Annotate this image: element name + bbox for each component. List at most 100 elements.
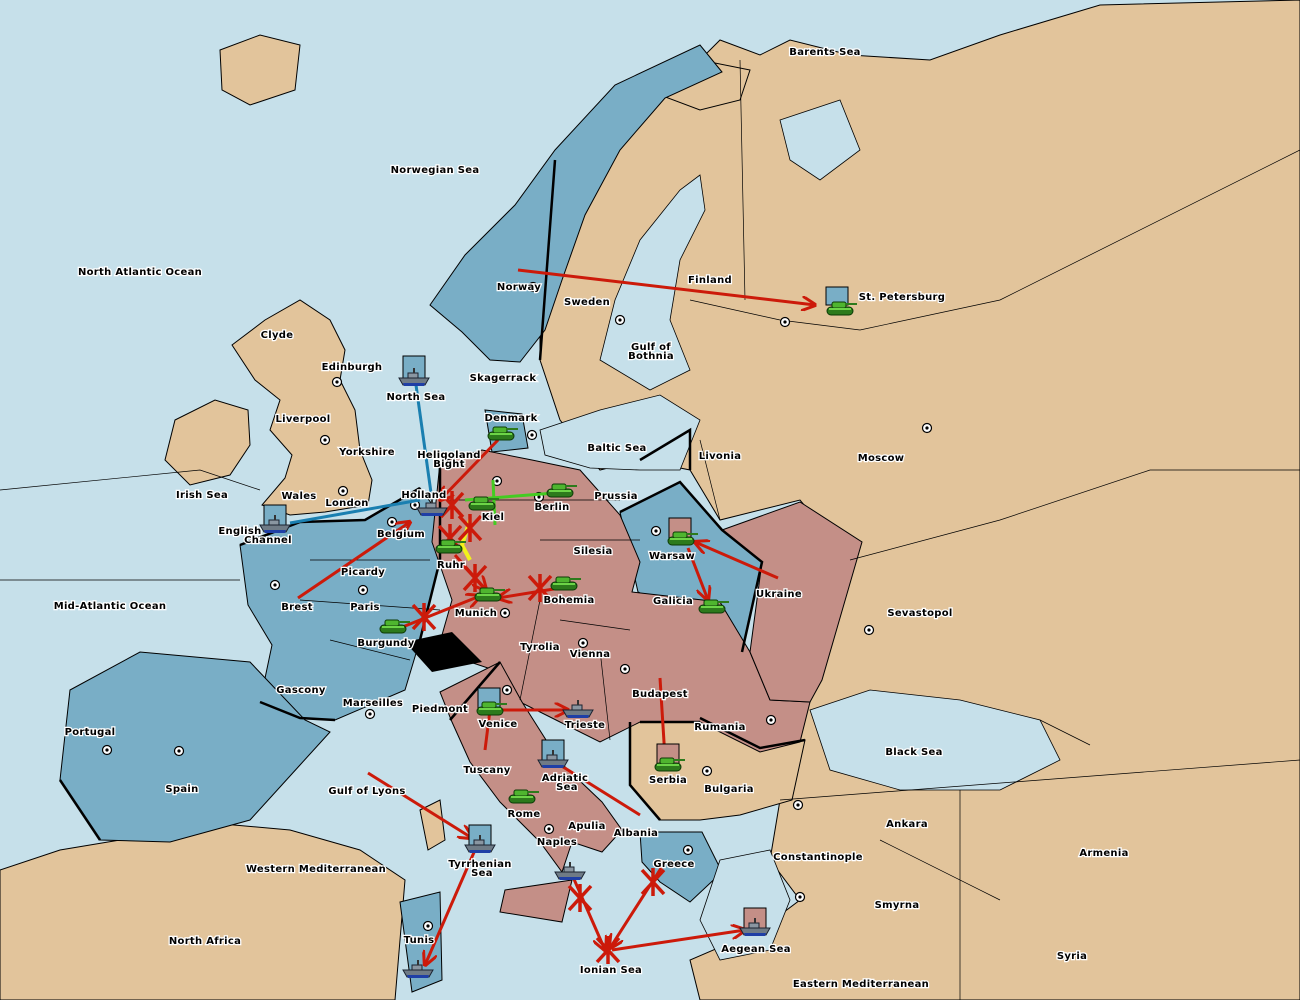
territory-label[interactable]: Portugal: [63, 726, 116, 740]
supply-center-dot-icon: [337, 485, 349, 497]
territory-label[interactable]: Sevastopol: [886, 607, 954, 621]
supply-center-dot-icon: [577, 637, 589, 649]
territory-label[interactable]: Irish Sea: [175, 489, 229, 503]
territory-label[interactable]: Greece: [652, 858, 695, 872]
territory-label[interactable]: Tyrolia: [519, 641, 561, 655]
territory-label[interactable]: Norway: [496, 281, 543, 295]
territory-label[interactable]: Apulia: [567, 820, 607, 834]
territory-label[interactable]: Western Mediterranean: [245, 863, 387, 877]
territory-label[interactable]: Liverpool: [274, 413, 331, 427]
territory-label[interactable]: Sea: [470, 867, 494, 881]
sicily: [499, 879, 573, 923]
territory-label[interactable]: Tunis: [402, 934, 435, 948]
territory-label[interactable]: Finland: [687, 274, 733, 288]
territory-label[interactable]: Trieste: [564, 719, 607, 733]
territory-label[interactable]: Smyrna: [873, 899, 920, 913]
territory-label[interactable]: Yorkshire: [337, 446, 396, 460]
territory-label[interactable]: Rome: [506, 808, 541, 822]
territory-label[interactable]: Mid-Atlantic Ocean: [52, 600, 167, 614]
territory-label[interactable]: Denmark: [483, 412, 538, 426]
territory-label[interactable]: Moscow: [856, 452, 905, 466]
territory-label[interactable]: Skagerrack: [468, 372, 537, 386]
territory-label[interactable]: Munich: [454, 607, 499, 621]
territory-label[interactable]: Barents Sea: [788, 46, 862, 60]
territory-label[interactable]: Naples: [536, 836, 578, 850]
territory-label[interactable]: Syria: [1056, 950, 1089, 964]
territory-label[interactable]: Vienna: [568, 648, 611, 662]
territory-label[interactable]: Adriatic: [540, 772, 589, 786]
supply-center-dot-icon: [779, 316, 791, 328]
territory-label[interactable]: Bight: [432, 458, 466, 472]
supply-center-dot-icon: [386, 516, 398, 528]
territory-label[interactable]: Heligoland: [416, 449, 482, 463]
territory-label[interactable]: Gulf of: [630, 341, 672, 355]
black-sea: [809, 689, 1061, 791]
territory-label[interactable]: Ionian Sea: [579, 964, 643, 978]
supply-center-dot-icon: [331, 376, 343, 388]
territory-label[interactable]: Paris: [349, 601, 381, 615]
territory-label[interactable]: North Atlantic Ocean: [77, 266, 203, 280]
territory-label[interactable]: Bohemia: [542, 594, 595, 608]
territory-label[interactable]: Piedmont: [411, 703, 469, 717]
territory-label[interactable]: Berlin: [533, 501, 570, 515]
territory-label[interactable]: Warsaw: [648, 550, 696, 564]
territory-label[interactable]: Serbia: [648, 774, 688, 788]
support-line: [559, 763, 641, 817]
territory-label[interactable]: English: [217, 525, 262, 539]
territory-label[interactable]: Armenia: [1078, 847, 1129, 861]
territory-label[interactable]: Aegean Sea: [720, 943, 792, 957]
territory-label[interactable]: Sea: [555, 781, 579, 795]
territory-label[interactable]: Gascony: [275, 684, 327, 698]
territory-label[interactable]: Tuscany: [462, 764, 512, 778]
territory-label[interactable]: Ankara: [885, 818, 929, 832]
territory-label[interactable]: North Africa: [168, 935, 242, 949]
territory-label[interactable]: Eastern Mediterranean: [792, 978, 930, 992]
territory-label[interactable]: Kiel: [480, 511, 505, 525]
move-arrow: [517, 268, 815, 305]
territory-label[interactable]: Norwegian Sea: [389, 164, 480, 178]
territory-label[interactable]: Galicia: [652, 595, 694, 609]
move-arrow: [686, 547, 708, 600]
territory-label[interactable]: Rumania: [693, 721, 747, 735]
territory-label[interactable]: Ruhr: [436, 559, 466, 573]
territory-label[interactable]: Picardy: [340, 566, 387, 580]
territory-label[interactable]: Silesia: [572, 545, 613, 559]
territory-label[interactable]: Prussia: [593, 490, 639, 504]
territory-label[interactable]: Brest: [280, 601, 314, 615]
gulf-of-bothnia: [599, 174, 706, 391]
territory-label[interactable]: Wales: [280, 490, 317, 504]
supply-center-dot-icon: [794, 891, 806, 903]
territory-label[interactable]: Constantinople: [772, 851, 864, 865]
territory-label[interactable]: St. Petersburg: [858, 291, 947, 305]
territory-label[interactable]: Livonia: [697, 450, 742, 464]
supply-center-dot-icon: [364, 708, 376, 720]
territory-label[interactable]: Channel: [243, 534, 293, 548]
territory-label[interactable]: Marseilles: [342, 697, 405, 711]
territory-label[interactable]: Albania: [613, 827, 660, 841]
territory-label[interactable]: Bothnia: [627, 350, 675, 364]
territory-label[interactable]: North Sea: [385, 391, 446, 405]
territory-label[interactable]: Baltic Sea: [586, 442, 647, 456]
supply-center-dot-icon: [701, 765, 713, 777]
territory-label[interactable]: Spain: [164, 783, 199, 797]
territory-label[interactable]: Black Sea: [884, 746, 943, 760]
territory-label[interactable]: Holland: [400, 489, 447, 503]
territory-label[interactable]: Budapest: [631, 688, 689, 702]
territory-label[interactable]: Venice: [477, 718, 518, 732]
territory-label[interactable]: Ukraine: [755, 588, 803, 602]
territory-label[interactable]: Tyrrhenian: [447, 858, 513, 872]
supply-center-dot-icon: [501, 684, 513, 696]
move-arrow: [425, 849, 477, 965]
move-arrow: [297, 522, 410, 600]
move-arrow: [367, 771, 472, 838]
territory-label[interactable]: Edinburgh: [320, 361, 383, 375]
territory-label[interactable]: Belgium: [376, 528, 426, 542]
territory-label[interactable]: Burgundy: [356, 637, 416, 651]
territory-label[interactable]: Bulgaria: [703, 783, 755, 797]
territory-label[interactable]: Sweden: [563, 296, 611, 310]
territory-label[interactable]: London: [324, 497, 370, 511]
territory-label[interactable]: Clyde: [259, 329, 294, 343]
territory-label[interactable]: Gulf of Lyons: [327, 785, 407, 799]
